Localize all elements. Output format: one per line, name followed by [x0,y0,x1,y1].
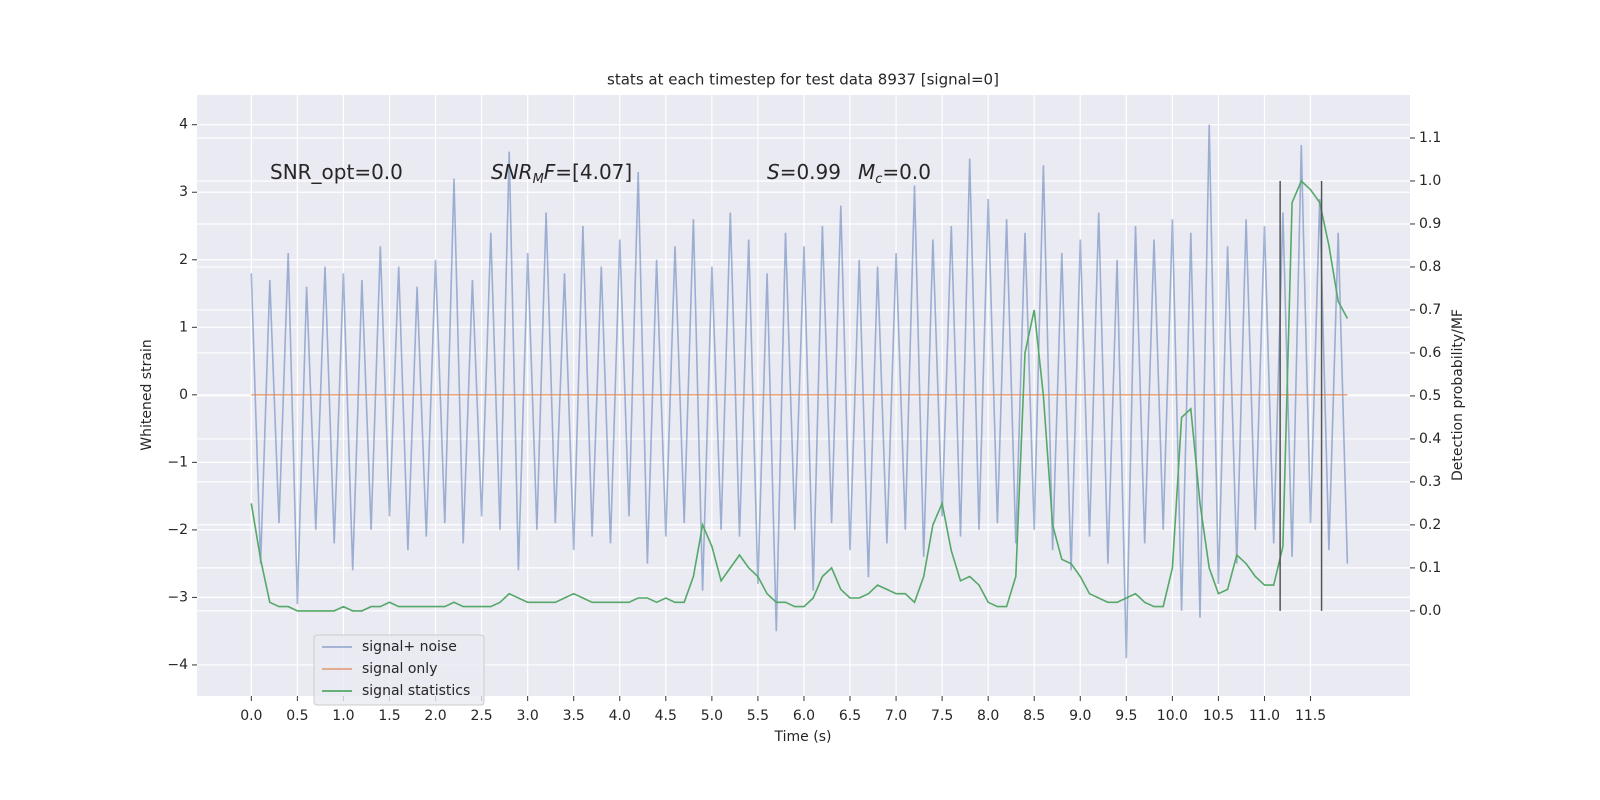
x-tick-label: 10.5 [1203,708,1234,724]
x-tick-label: 11.5 [1295,708,1326,724]
x-tick-label: 4.0 [609,708,631,724]
legend-label: signal only [362,661,437,677]
x-tick-label: 6.5 [839,708,861,724]
series-line [250,179,1349,612]
annotation-part: SNR [491,160,533,184]
x-tick-label: 0.0 [240,708,262,724]
annotation-part: M [533,172,544,187]
y2-tick-label: 0.3 [1419,474,1441,490]
annotation: SNR_opt=0.0 [270,160,403,184]
legend: signal+ noise signal only signal statistic… [313,634,485,706]
x-tick-label: 8.0 [977,708,999,724]
x-tick-label: 9.0 [1069,708,1091,724]
y-tick-label: 2 [179,252,188,268]
y2-tick-label: 0.5 [1419,388,1441,404]
legend-label: signal+ noise [362,639,457,655]
y2-tick-label: 0.9 [1419,216,1441,232]
annotation: SNRMF=[4.07] [491,160,632,187]
y2-axis-label: Detection probability/MF [1450,309,1466,481]
x-tick-label: 8.5 [1023,708,1045,724]
x-tick-label: 11.0 [1249,708,1280,724]
y2-tick-label: 0.8 [1419,259,1441,275]
annotation: Mc=0.0 [858,160,931,187]
x-tick-label: 7.5 [931,708,953,724]
y-tick-label: −3 [167,589,188,605]
y-axis-label: Whitened strain [139,339,155,450]
y2-tick-label: 0.4 [1419,431,1441,447]
annotation-part: F [544,160,556,184]
x-tick-label: 1.5 [378,708,400,724]
y-tick-label: −4 [167,657,188,673]
legend-box [313,634,485,706]
y-tick-label: −2 [167,522,188,538]
y2-tick-label: 1.1 [1419,130,1441,146]
x-tick-label: 9.5 [1115,708,1137,724]
annotation-part: S [767,160,780,184]
x-tick-label: 7.0 [885,708,907,724]
x-tick-label: 2.0 [424,708,446,724]
y-tick-label: 1 [179,319,188,335]
x-tick-label: 5.0 [701,708,723,724]
x-tick-label: 10.0 [1157,708,1188,724]
y-tick-label: 4 [179,117,188,133]
annotation-part: SNR_opt=0.0 [270,160,403,184]
annotation-part: M [858,160,875,184]
y2-tick-label: 0.7 [1419,302,1441,318]
legend-label: signal statistics [362,683,470,699]
y2-tick-label: 0.6 [1419,345,1441,361]
annotation: S=0.99 [767,160,841,184]
x-tick-label: 3.5 [563,708,585,724]
annotation-part: c [875,172,882,187]
x-tick-label: 0.5 [286,708,308,724]
series-line [250,124,1349,659]
x-tick-label: 6.0 [793,708,815,724]
x-tick-label: 4.5 [655,708,677,724]
chart-title: stats at each timestep for test data 893… [607,71,999,89]
y-tick-label: 3 [179,184,188,200]
x-tick-label: 2.5 [470,708,492,724]
y2-tick-label: 0.1 [1419,560,1441,576]
y2-tick-label: 1.0 [1419,173,1441,189]
x-axis-label: Time (s) [774,729,832,745]
x-tick-label: 5.5 [747,708,769,724]
annotation-part: =0.99 [780,160,841,184]
y2-tick-label: 0.2 [1419,517,1441,533]
x-tick-label: 1.0 [332,708,354,724]
annotation-part: =0.0 [882,160,931,184]
y2-tick-label: 0.0 [1419,603,1441,619]
x-tick-label: 3.0 [517,708,539,724]
annotation-part: =[4.07] [555,160,632,184]
y-tick-label: 0 [179,387,188,403]
y-tick-label: −1 [167,454,188,470]
